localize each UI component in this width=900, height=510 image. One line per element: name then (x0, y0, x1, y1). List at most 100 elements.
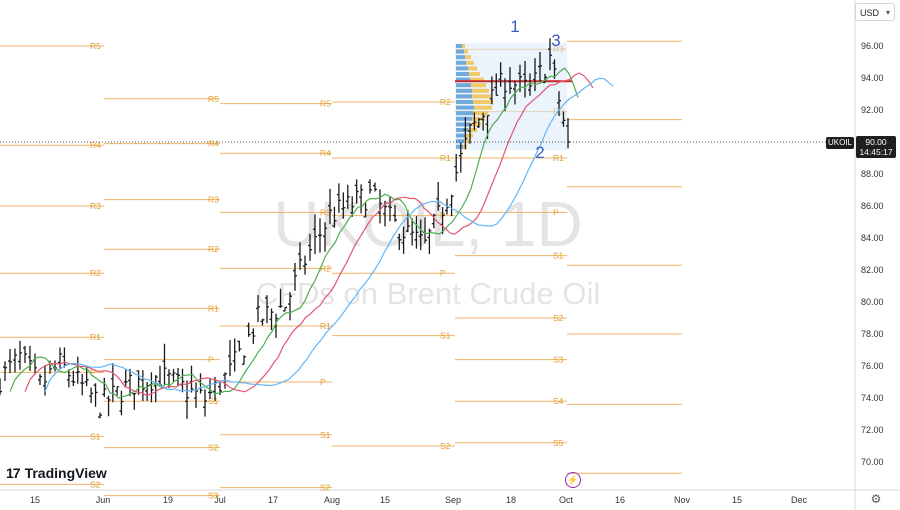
volume-profile-bar-orange (468, 66, 477, 71)
ohlc-bar (237, 340, 242, 352)
x-tick-label: Dec (791, 495, 808, 505)
pivot-label: R2 (90, 268, 101, 278)
ohlc-bar (397, 233, 402, 251)
ohlc-bar (3, 361, 7, 381)
last-price-value: 90.00 (865, 137, 887, 147)
ohlc-bar (436, 181, 441, 211)
volume-profile-bar-orange (462, 44, 465, 48)
ohlc-bar (350, 196, 355, 217)
ohlc-bar (418, 219, 423, 251)
pivot-label: R3 (208, 195, 219, 205)
y-tick-label: 80.00 (861, 297, 884, 307)
pivot-label: P (208, 355, 214, 365)
pivot-label: S1 (440, 331, 451, 341)
pivot-label: R2 (440, 97, 451, 107)
wave-label: 1 (510, 17, 519, 36)
pivot-label: R4 (320, 148, 331, 158)
pivot-label: R1 (320, 321, 331, 331)
ohlc-bar (251, 328, 256, 345)
ohlc-bar (458, 142, 463, 173)
volume-profile-bar-orange (471, 83, 486, 88)
volume-profile-bar-orange (472, 88, 489, 93)
pivot-label: S1 (320, 430, 331, 440)
x-tick-label: Oct (559, 495, 574, 505)
ohlc-bar (153, 375, 158, 403)
ohlc-bar (468, 123, 472, 144)
x-tick-label: Aug (324, 495, 340, 505)
ohlc-bar (533, 58, 537, 92)
ohlc-bar (93, 383, 98, 407)
currency-dropdown[interactable]: USD ▾ (855, 3, 895, 21)
ohlc-bar (283, 306, 287, 312)
ohlc-bar (102, 377, 107, 397)
ohlc-bar (341, 192, 346, 219)
currency-dropdown-icon: ▾ (885, 8, 890, 17)
volume-profile-bar-blue (456, 122, 470, 127)
ohlc-bar (481, 112, 486, 131)
ohlc-bar (106, 395, 111, 417)
y-tick-label: 72.00 (861, 425, 884, 435)
x-tick-label: Nov (674, 495, 691, 505)
ohlc-bar (293, 262, 297, 291)
ohlc-bar (28, 345, 32, 371)
ohlc-bar (410, 218, 415, 246)
volume-profile-bar-orange (473, 111, 488, 116)
moving-average-green (9, 67, 579, 399)
x-tick-label: 16 (615, 495, 625, 505)
x-tick-label: 18 (506, 495, 516, 505)
pivot-label: R1 (90, 332, 101, 342)
pivot-label: R5 (320, 99, 331, 109)
ohlc-bar (98, 412, 102, 419)
ohlc-bar (303, 255, 307, 275)
ohlc-bar (203, 389, 207, 417)
volume-profile-bar-orange (468, 128, 477, 132)
y-tick-label: 82.00 (861, 265, 884, 275)
ohlc-bar (401, 226, 406, 254)
ohlc-bar (242, 355, 246, 365)
ohlc-bar (256, 295, 260, 323)
ohlc-bar (228, 340, 232, 377)
volume-profile-bar-blue (456, 49, 464, 54)
ohlc-bar (494, 73, 499, 96)
moving-average-red (24, 72, 594, 397)
ohlc-bar (132, 392, 137, 410)
ohlc-bar (149, 372, 154, 403)
ohlc-bar (476, 118, 481, 128)
ohlc-bar (472, 112, 477, 131)
pivot-label: S4 (553, 396, 564, 406)
pivot-label: S1 (90, 431, 101, 441)
watermark-subtitle: CFDs on Brent Crude Oil (256, 276, 601, 311)
volume-profile-bar-blue (456, 111, 473, 116)
ohlc-bar (345, 184, 350, 209)
pivot-label: S1 (553, 251, 564, 261)
settings-gear-icon[interactable]: ⚙ (870, 492, 882, 506)
tradingview-logo[interactable]: 17 TradingView (6, 463, 107, 483)
volume-profile-bar-orange (470, 122, 481, 127)
pivot-label: P (440, 268, 446, 278)
volume-profile-bar-blue (456, 94, 472, 99)
flash-event-icon[interactable]: ⚡ (565, 472, 581, 488)
volume-profile-bar-blue (456, 105, 474, 110)
ohlc-bar (185, 380, 189, 419)
x-tick-label: 15 (30, 495, 40, 505)
ohlc-bar (189, 365, 194, 393)
ohlc-bar (328, 188, 332, 225)
ohlc-bar (561, 111, 566, 127)
ohlc-bar (548, 38, 552, 71)
ohlc-bar (75, 356, 80, 384)
ohlc-bar (538, 51, 542, 82)
ohlc-bar (332, 206, 337, 228)
pivot-label: R2 (320, 263, 331, 273)
ohlc-bar (176, 367, 180, 387)
ohlc-bar (323, 222, 327, 252)
ohlc-bar (162, 343, 167, 385)
ohlc-bar (393, 205, 397, 222)
ohlc-bar (523, 60, 527, 98)
ohlc-bar (543, 73, 547, 84)
volume-profile-bar-orange (464, 139, 469, 144)
pivot-label: R3 (320, 207, 331, 217)
volume-profile-bar-blue (456, 77, 470, 82)
ohlc-bar (508, 67, 512, 94)
